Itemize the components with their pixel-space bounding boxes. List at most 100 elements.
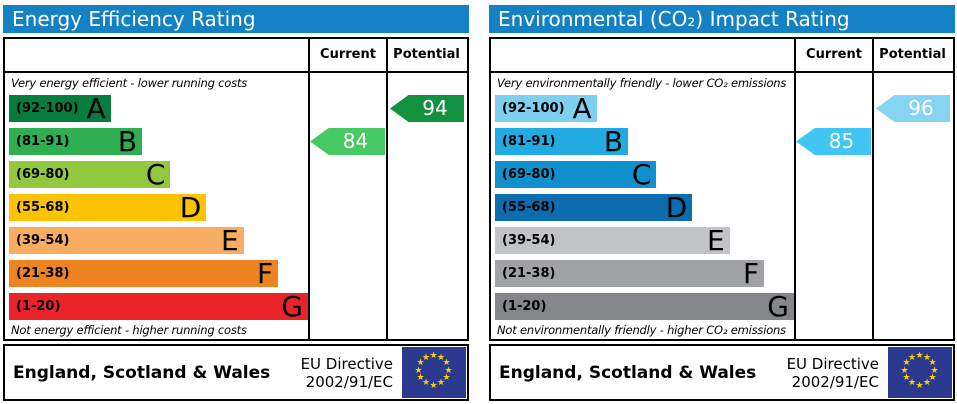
current-rating-value: 84 [342,129,369,153]
band-c: (69-80) C [9,158,171,191]
eu-star-icon: ★ [429,380,438,391]
band-letter: E [707,224,725,257]
band-g: (1-20) G [495,290,794,323]
rating-bands: (92-100) A (81-91) B (69-80) C (55-68) D… [495,92,794,323]
eu-star-icon: ★ [416,373,425,383]
current-column-header: Current [806,47,862,62]
column-divider [794,39,796,339]
band-letter: B [603,125,624,158]
band-e: (39-54) E [9,224,244,257]
band-b: (81-91) B [495,125,629,158]
band-letter: C [145,158,166,191]
eu-star-icon: ★ [928,373,937,383]
band-range: (1-20) [16,299,61,314]
current-rating-value: 85 [828,129,855,153]
eu-directive-label: EU Directive 2002/91/EC [786,354,879,391]
chart-footer: England, Scotland & Wales EU Directive 2… [489,344,955,401]
eu-star-icon: ★ [422,352,431,363]
band-letter: F [742,257,760,290]
potential-rating-arrow: 94 [390,95,464,122]
eu-star-icon: ★ [902,358,911,368]
current-rating-arrow: 84 [310,128,385,155]
band-range: (92-100) [16,101,79,116]
potential-column-header: Potential [879,47,946,62]
eu-star-icon: ★ [930,365,939,376]
potential-column-header: Potential [393,47,460,62]
eu-star-icon: ★ [429,350,438,361]
current-rating-arrow: 85 [796,128,871,155]
eu-star-icon: ★ [908,378,917,389]
band-d: (55-68) D [9,191,207,224]
header-row-divider [491,71,953,73]
eu-star-icon: ★ [437,378,446,389]
band-f: (21-38) F [9,257,279,290]
current-column-header: Current [320,47,376,62]
band-d: (55-68) D [495,191,693,224]
rating-bands: (92-100) A (81-91) B (69-80) C (55-68) D… [9,92,308,323]
eu-star-icon: ★ [416,358,425,368]
region-label: England, Scotland & Wales [13,362,271,383]
band-a: (92-100) A [9,92,111,125]
band-letter: B [117,125,138,158]
column-divider [872,39,874,339]
band-range: (92-100) [502,101,565,116]
top-note: Very energy efficient - lower running co… [11,76,247,90]
eu-star-icon: ★ [414,365,423,376]
band-f: (21-38) F [495,257,765,290]
energy-efficiency-panel: Energy Efficiency Rating Current Potenti… [3,0,469,401]
environmental-panel-title: Environmental (CO₂) Impact Rating [489,5,955,33]
eu-star-icon: ★ [442,358,451,368]
band-c: (69-80) C [495,158,657,191]
region-label: England, Scotland & Wales [499,362,757,383]
eu-star-icon: ★ [444,365,453,376]
band-b: (81-91) B [9,125,143,158]
band-range: (69-80) [502,167,556,182]
band-range: (39-54) [502,233,556,248]
potential-rating-value: 94 [422,96,448,120]
band-letter: A [86,92,106,125]
energy-panel-title: Energy Efficiency Rating [3,5,469,33]
eu-star-icon: ★ [437,352,446,363]
eu-directive-label: EU Directive 2002/91/EC [300,354,393,391]
eu-star-icon: ★ [915,350,924,361]
band-letter: C [631,158,652,191]
band-letter: G [281,290,303,323]
band-range: (55-68) [16,200,70,215]
band-g: (1-20) G [9,290,308,323]
chart-footer: England, Scotland & Wales EU Directive 2… [3,344,469,401]
eu-star-icon: ★ [908,352,917,363]
band-range: (1-20) [502,299,547,314]
eu-flag-icon: ★ ★ ★ ★ ★ ★ ★ ★ ★ ★ ★ ★ [888,347,952,398]
band-a: (92-100) A [495,92,597,125]
band-range: (81-91) [502,134,556,149]
band-letter: E [221,224,239,257]
bottom-note: Not energy efficient - higher running co… [11,323,247,337]
eu-star-icon: ★ [422,378,431,389]
eu-star-icon: ★ [928,358,937,368]
band-range: (21-38) [502,266,556,281]
band-letter: A [572,92,592,125]
band-letter: F [256,257,274,290]
column-divider [386,39,388,339]
top-note: Very environmentally friendly - lower CO… [497,76,787,90]
band-e: (39-54) E [495,224,730,257]
band-range: (69-80) [16,167,70,182]
band-range: (21-38) [16,266,70,281]
potential-rating-value: 96 [908,96,934,120]
eu-star-icon: ★ [902,373,911,383]
band-letter: G [767,290,789,323]
eu-star-icon: ★ [923,378,932,389]
bottom-note: Not environmentally friendly - higher CO… [497,323,786,337]
band-range: (81-91) [16,134,70,149]
potential-rating-arrow: 96 [876,95,950,122]
eu-flag-icon: ★ ★ ★ ★ ★ ★ ★ ★ ★ ★ ★ ★ [402,347,466,398]
eu-star-icon: ★ [442,373,451,383]
band-letter: D [665,191,688,224]
column-divider [308,39,310,339]
environmental-impact-panel: Environmental (CO₂) Impact Rating Curren… [489,0,955,401]
energy-rating-chart: Current Potential Very energy efficient … [3,37,469,341]
environmental-rating-chart: Current Potential Very environmentally f… [489,37,955,341]
band-letter: D [179,191,202,224]
eu-star-icon: ★ [923,352,932,363]
